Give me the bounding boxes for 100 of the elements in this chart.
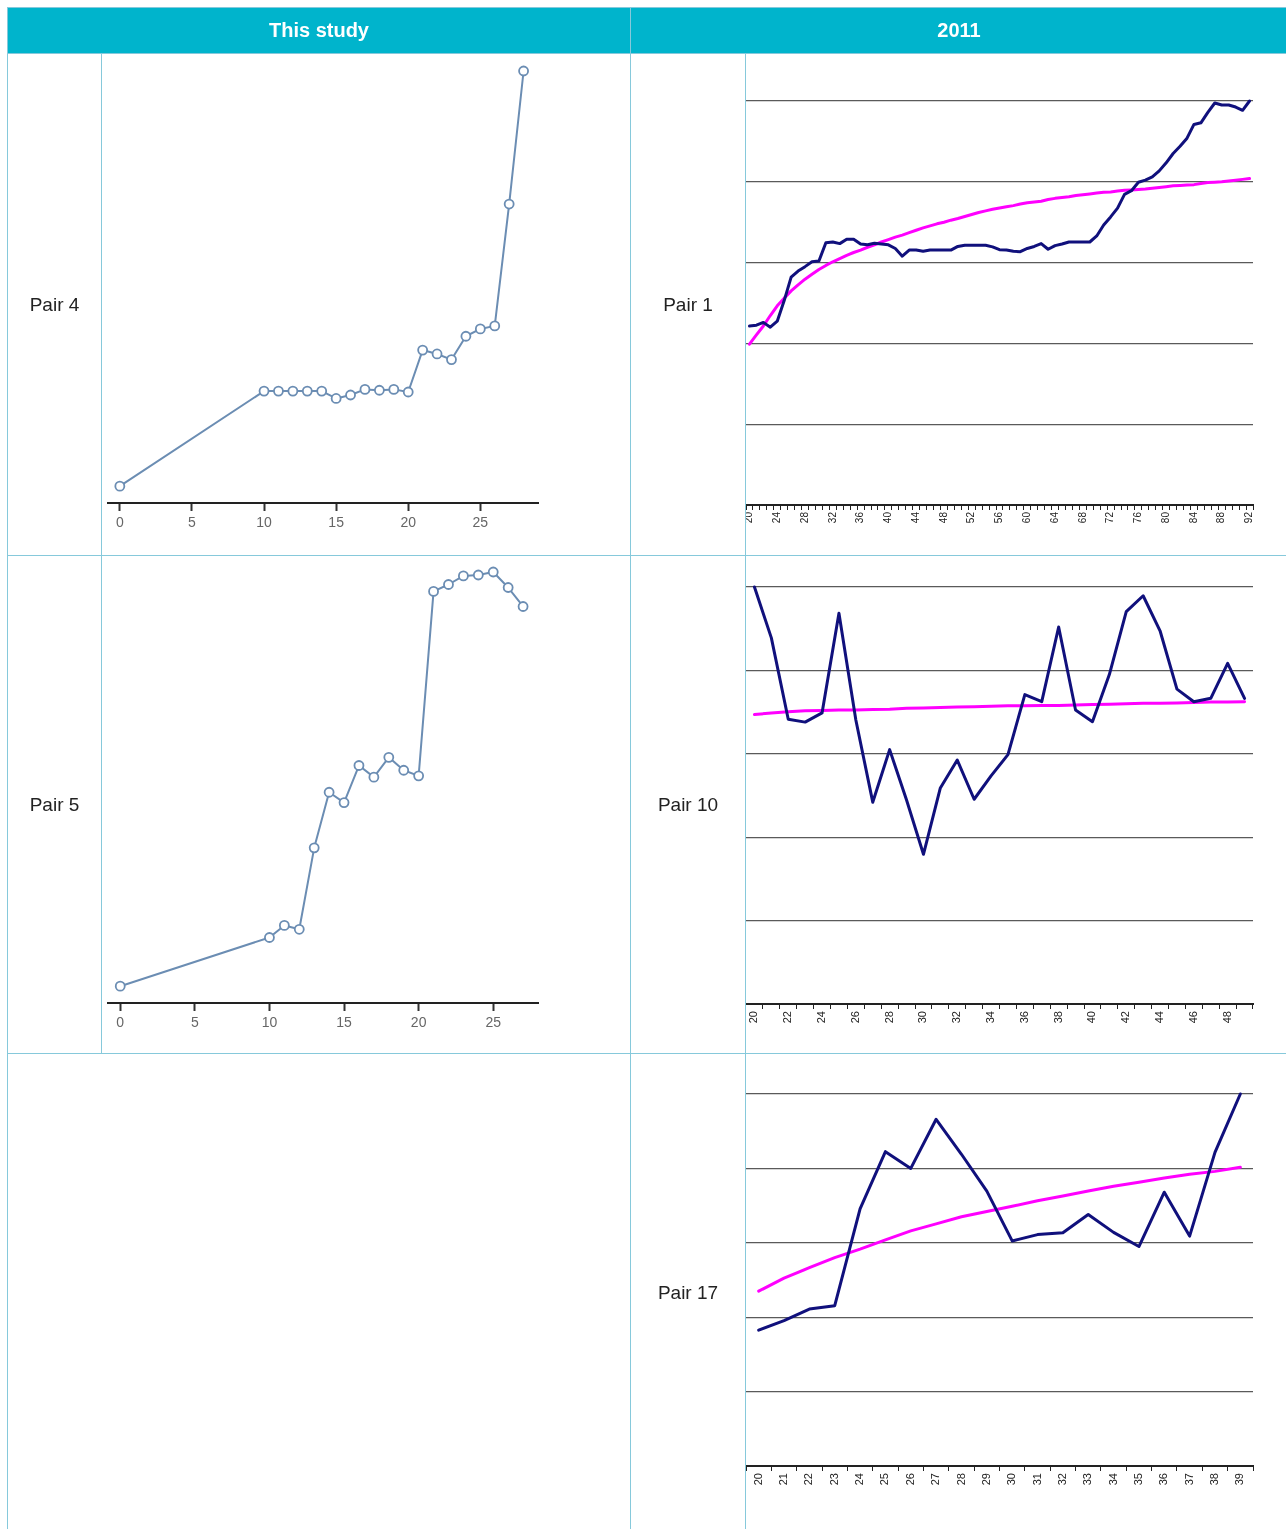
x-tick-label: 34 (984, 1011, 997, 1024)
x-tick-label: 21 (777, 1473, 790, 1486)
point (114, 480, 126, 492)
x-tick-label: 48 (1220, 1011, 1233, 1024)
point (316, 385, 328, 397)
point (368, 771, 380, 783)
x-tick-label: 76 (1132, 511, 1144, 524)
text: Pair 17 (630, 1053, 746, 1529)
point (489, 320, 501, 332)
point (293, 923, 305, 935)
x-tick-label: 28 (882, 1011, 895, 1024)
x-tick-label: 30 (916, 1011, 929, 1024)
x-tick-label: 46 (1186, 1011, 1199, 1024)
x-tick-label: 92 (1243, 511, 1255, 524)
point (345, 389, 356, 401)
x-tick-label: 26 (848, 1011, 861, 1024)
x-tick-label: 25 (472, 514, 489, 531)
x-tick-label: 33 (1081, 1473, 1094, 1486)
point (264, 932, 275, 943)
point (443, 579, 454, 590)
x-tick-label: 20 (751, 1473, 764, 1486)
x-tick-label: 31 (1030, 1473, 1043, 1486)
point (446, 354, 457, 365)
point (308, 842, 320, 854)
x-tick-label: 72 (1104, 511, 1116, 524)
x-tick-label: 32 (1055, 1473, 1068, 1486)
text: Pair 4 (7, 53, 102, 556)
x-tick-label: 56 (993, 511, 1005, 524)
x-tick-label: 36 (1017, 1011, 1030, 1024)
point (458, 570, 469, 582)
point (373, 384, 385, 396)
x-tick-label: 44 (909, 511, 921, 524)
point (301, 385, 313, 397)
x-tick-label: 40 (882, 511, 894, 524)
point (383, 751, 395, 763)
x-tick-label: 0 (115, 514, 124, 531)
x-tick-label: 39 (1233, 1473, 1246, 1486)
x-tick-label: 15 (336, 1014, 353, 1031)
point (487, 566, 499, 578)
x-tick-label: 5 (188, 514, 197, 531)
x-tick-label: 38 (1051, 1011, 1064, 1024)
x-tick-label: 24 (853, 1473, 866, 1486)
x-tick-label: 60 (1021, 511, 1033, 524)
x-tick-label: 48 (937, 511, 949, 524)
point (287, 385, 299, 397)
point (388, 383, 400, 395)
point (323, 786, 335, 798)
text: 2011 (630, 7, 1286, 54)
x-tick-label: 34 (1106, 1473, 1119, 1486)
point (502, 582, 514, 593)
x-tick-label: 10 (256, 514, 273, 531)
x-tick-label: 42 (1119, 1011, 1132, 1024)
point (402, 386, 414, 398)
x-tick-label: 10 (261, 1014, 278, 1031)
x-tick-label: 29 (979, 1473, 992, 1486)
point (417, 344, 429, 356)
x-tick-label: 30 (1005, 1473, 1018, 1486)
point (460, 330, 472, 342)
x-tick-label: 35 (1131, 1473, 1144, 1486)
point (258, 385, 270, 397)
x-tick-label: 36 (1157, 1473, 1170, 1486)
x-tick-label: 44 (1153, 1011, 1166, 1024)
x-tick-label: 40 (1085, 1011, 1098, 1024)
x-tick-label: 24 (771, 511, 782, 524)
x-tick-label: 5 (190, 1014, 199, 1031)
point (273, 385, 284, 397)
point (428, 586, 439, 597)
text: Pair 5 (7, 555, 102, 1054)
x-tick-label: 68 (1076, 511, 1088, 524)
point (518, 65, 529, 77)
x-tick-label: 26 (903, 1473, 916, 1486)
x-tick-label: 15 (328, 514, 345, 531)
x-tick-label: 80 (1159, 511, 1171, 524)
point (330, 393, 342, 404)
x-tick-label: 37 (1182, 1473, 1195, 1486)
point (359, 383, 371, 395)
point (431, 348, 443, 360)
x-tick-label: 20 (743, 511, 755, 524)
text: Pair 10 (630, 555, 746, 1054)
point (278, 920, 290, 931)
text: This study (7, 7, 631, 54)
x-tick-label: 28 (954, 1473, 967, 1486)
point (413, 770, 425, 782)
x-tick-label: 24 (815, 1011, 828, 1024)
x-tick-label: 25 (485, 1014, 502, 1031)
point (398, 764, 410, 776)
x-tick-label: 0 (116, 1014, 125, 1031)
x-tick-label: 20 (747, 1011, 760, 1024)
x-tick-label: 25 (878, 1473, 891, 1486)
x-tick-label: 84 (1187, 511, 1199, 524)
point (338, 797, 350, 808)
point (472, 569, 484, 581)
point (503, 198, 515, 210)
x-tick-label: 52 (965, 511, 977, 524)
point (114, 980, 126, 992)
x-tick-label: 38 (1208, 1473, 1221, 1486)
x-tick-label: 88 (1215, 511, 1227, 524)
x-tick-label: 32 (950, 1011, 963, 1024)
point (353, 760, 365, 771)
x-tick-label: 36 (854, 511, 866, 524)
